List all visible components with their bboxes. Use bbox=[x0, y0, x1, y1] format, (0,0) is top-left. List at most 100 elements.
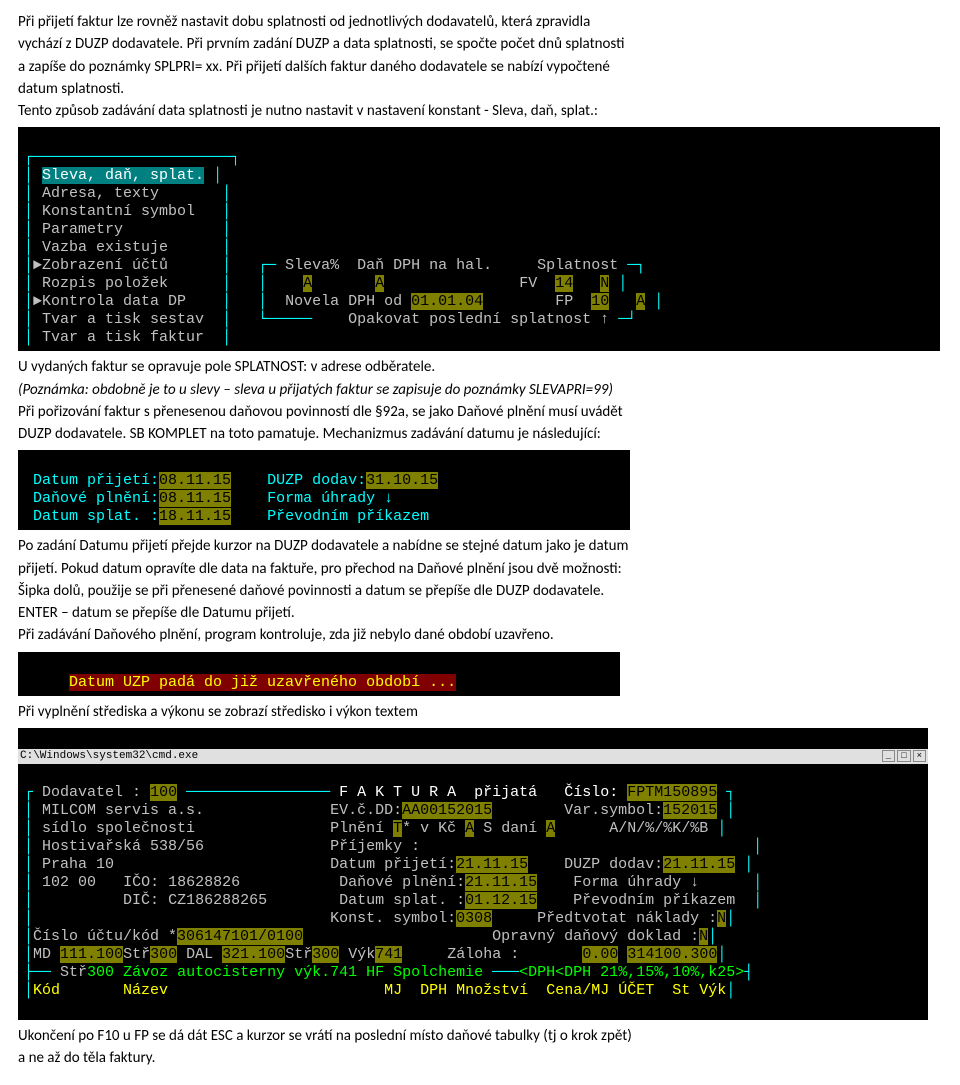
max-icon[interactable]: □ bbox=[897, 750, 910, 762]
para: Tento způsob zadávání data splatnosti je… bbox=[18, 101, 942, 121]
menu-item[interactable]: Tvar a tisk faktur bbox=[42, 329, 204, 346]
label: Stř bbox=[60, 964, 87, 981]
label: Var.symbol: bbox=[564, 802, 663, 819]
field-val[interactable]: 10 bbox=[591, 293, 609, 310]
para: vychází z DUZP dodavatele. Při prvním za… bbox=[18, 34, 942, 54]
col-header: DPH bbox=[420, 982, 447, 999]
field-val[interactable]: 31.10.15 bbox=[366, 472, 438, 489]
label: Datum splat. : bbox=[33, 508, 159, 525]
close-icon[interactable]: × bbox=[913, 750, 926, 762]
terminal-faktura: C:\Windows\system32\cmd.exe_□× ┌ Dodavat… bbox=[18, 728, 928, 1020]
field-val[interactable]: 08.11.15 bbox=[159, 490, 231, 507]
label: S daní bbox=[483, 820, 537, 837]
panel-header: Sleva% Daň DPH na hal. Splatnost bbox=[285, 257, 618, 274]
menu-item[interactable]: Kontrola data DP bbox=[42, 293, 186, 310]
field-val[interactable]: T bbox=[393, 820, 402, 837]
text: Hostivařská 538/56 bbox=[42, 838, 204, 855]
field-val[interactable]: 100 bbox=[96, 946, 123, 963]
text: Praha 10 bbox=[42, 856, 114, 873]
menu-item[interactable]: Vazba existuje bbox=[42, 239, 168, 256]
menu-item[interactable]: Rozpis položek bbox=[42, 275, 168, 292]
field-val[interactable]: 300 bbox=[150, 946, 177, 963]
field-val[interactable]: A bbox=[546, 820, 555, 837]
label: Stř bbox=[123, 946, 150, 963]
para: DUZP dodavatele. SB KOMPLET na toto pama… bbox=[18, 424, 942, 444]
label: Opakovat poslední splatnost ↑ bbox=[348, 311, 609, 328]
field-val[interactable]: N bbox=[699, 928, 708, 945]
label: DIČ: bbox=[123, 892, 159, 909]
field-val[interactable]: 152015 bbox=[663, 802, 717, 819]
menu-item[interactable]: Adresa, texty bbox=[42, 185, 159, 202]
field-val[interactable]: 741 bbox=[375, 946, 402, 963]
text: Závoz autocisterny výk.741 HF Spolchemie bbox=[123, 964, 483, 981]
field-val[interactable]: 321. bbox=[222, 946, 258, 963]
label: Forma úhrady ↓ bbox=[267, 490, 393, 507]
label: Daňové plnění: bbox=[339, 874, 465, 891]
field-val[interactable]: 100 bbox=[258, 946, 285, 963]
field-val[interactable]: A bbox=[375, 275, 384, 292]
para: Po zadání Datumu přijetí přejde kurzor n… bbox=[18, 536, 942, 556]
field-val[interactable]: 21.11.15 bbox=[465, 874, 537, 891]
label: Opravný daňový doklad : bbox=[492, 928, 699, 945]
para: přijetí. Pokud datum opravíte dle data n… bbox=[18, 559, 942, 579]
header: F A K T U R A přijatá Číslo: bbox=[339, 784, 618, 801]
field-val[interactable]: 18.11.15 bbox=[159, 508, 231, 525]
field-val[interactable]: AA00152015 bbox=[402, 802, 492, 819]
label: Převodním příkazem bbox=[573, 892, 735, 909]
min-icon[interactable]: _ bbox=[882, 750, 895, 762]
field-val[interactable]: 111. bbox=[60, 946, 96, 963]
field-val[interactable]: 0.00 bbox=[582, 946, 618, 963]
text: MILCOM servis a.s. bbox=[42, 802, 204, 819]
label: Záloha : bbox=[447, 946, 519, 963]
field-val[interactable]: N bbox=[600, 275, 609, 292]
para: datum splatnosti. bbox=[18, 79, 942, 99]
col-header: ÚČET bbox=[618, 982, 654, 999]
text: sídlo společnosti bbox=[42, 820, 195, 837]
label: IČO: bbox=[123, 874, 159, 891]
para: Při pořizování faktur s přenesenou daňov… bbox=[18, 402, 942, 422]
label: Forma úhrady ↓ bbox=[573, 874, 699, 891]
label: Datum přijetí: bbox=[330, 856, 456, 873]
label: Číslo účtu/kód * bbox=[33, 928, 177, 945]
field-val[interactable]: 14 bbox=[555, 275, 573, 292]
menu-item[interactable]: Tvar a tisk sestav bbox=[42, 311, 204, 328]
para: ENTER – datum se přepíše dle Datumu přij… bbox=[18, 603, 942, 623]
label: DUZP dodav: bbox=[267, 472, 366, 489]
terminal-menu: ┌──────────────────────┐ │ Sleva, daň, s… bbox=[18, 127, 940, 351]
menu-item[interactable]: Parametry bbox=[42, 221, 123, 238]
field-val[interactable]: 306147101/0100 bbox=[177, 928, 303, 945]
para: a zapíše do poznámky SPLPRI= xx. Při při… bbox=[18, 57, 942, 77]
field-val[interactable]: 300 bbox=[690, 946, 717, 963]
terminal-warning: Datum UZP padá do již uzavřeného období … bbox=[18, 652, 620, 696]
field-val[interactable]: 21.11.15 bbox=[456, 856, 528, 873]
field-val[interactable]: 100 bbox=[150, 784, 177, 801]
text: * v Kč bbox=[402, 820, 456, 837]
text: 18628826 bbox=[168, 874, 240, 891]
text: 300 bbox=[87, 964, 114, 981]
label: FV bbox=[519, 275, 537, 292]
field-val[interactable]: 01.12.15 bbox=[465, 892, 537, 909]
para: Při přijetí faktur lze rovněž nastavit d… bbox=[18, 12, 942, 32]
menu-item-selected[interactable]: Sleva, daň, splat. bbox=[42, 167, 204, 184]
field-val[interactable]: FPTM150895 bbox=[627, 784, 717, 801]
para-note: (Poznámka: obdobně je to u slevy – sleva… bbox=[18, 380, 942, 400]
para: Při vyplnění střediska a výkonu se zobra… bbox=[18, 702, 942, 722]
field-val[interactable]: A bbox=[636, 293, 645, 310]
menu-item[interactable]: Konstantní symbol bbox=[42, 203, 195, 220]
field-val[interactable]: A bbox=[303, 275, 312, 292]
text: A/N/%/%K/%B bbox=[609, 820, 708, 837]
col-header: St bbox=[672, 982, 690, 999]
col-header: Množství bbox=[456, 982, 528, 999]
field-val[interactable]: 01.01.04 bbox=[411, 293, 483, 310]
para: U vydaných faktur se opravuje pole SPLAT… bbox=[18, 357, 942, 377]
field-val[interactable]: 300 bbox=[312, 946, 339, 963]
field-val[interactable]: 08.11.15 bbox=[159, 472, 231, 489]
menu-item[interactable]: Zobrazení účtů bbox=[42, 257, 168, 274]
field-val[interactable]: N bbox=[717, 910, 726, 927]
field-val[interactable]: 0308 bbox=[456, 910, 492, 927]
label: Dodavatel : bbox=[42, 784, 141, 801]
field-val[interactable]: 314100. bbox=[627, 946, 690, 963]
col-header: Název bbox=[123, 982, 168, 999]
field-val[interactable]: 21.11.15 bbox=[663, 856, 735, 873]
field-val[interactable]: A bbox=[465, 820, 474, 837]
